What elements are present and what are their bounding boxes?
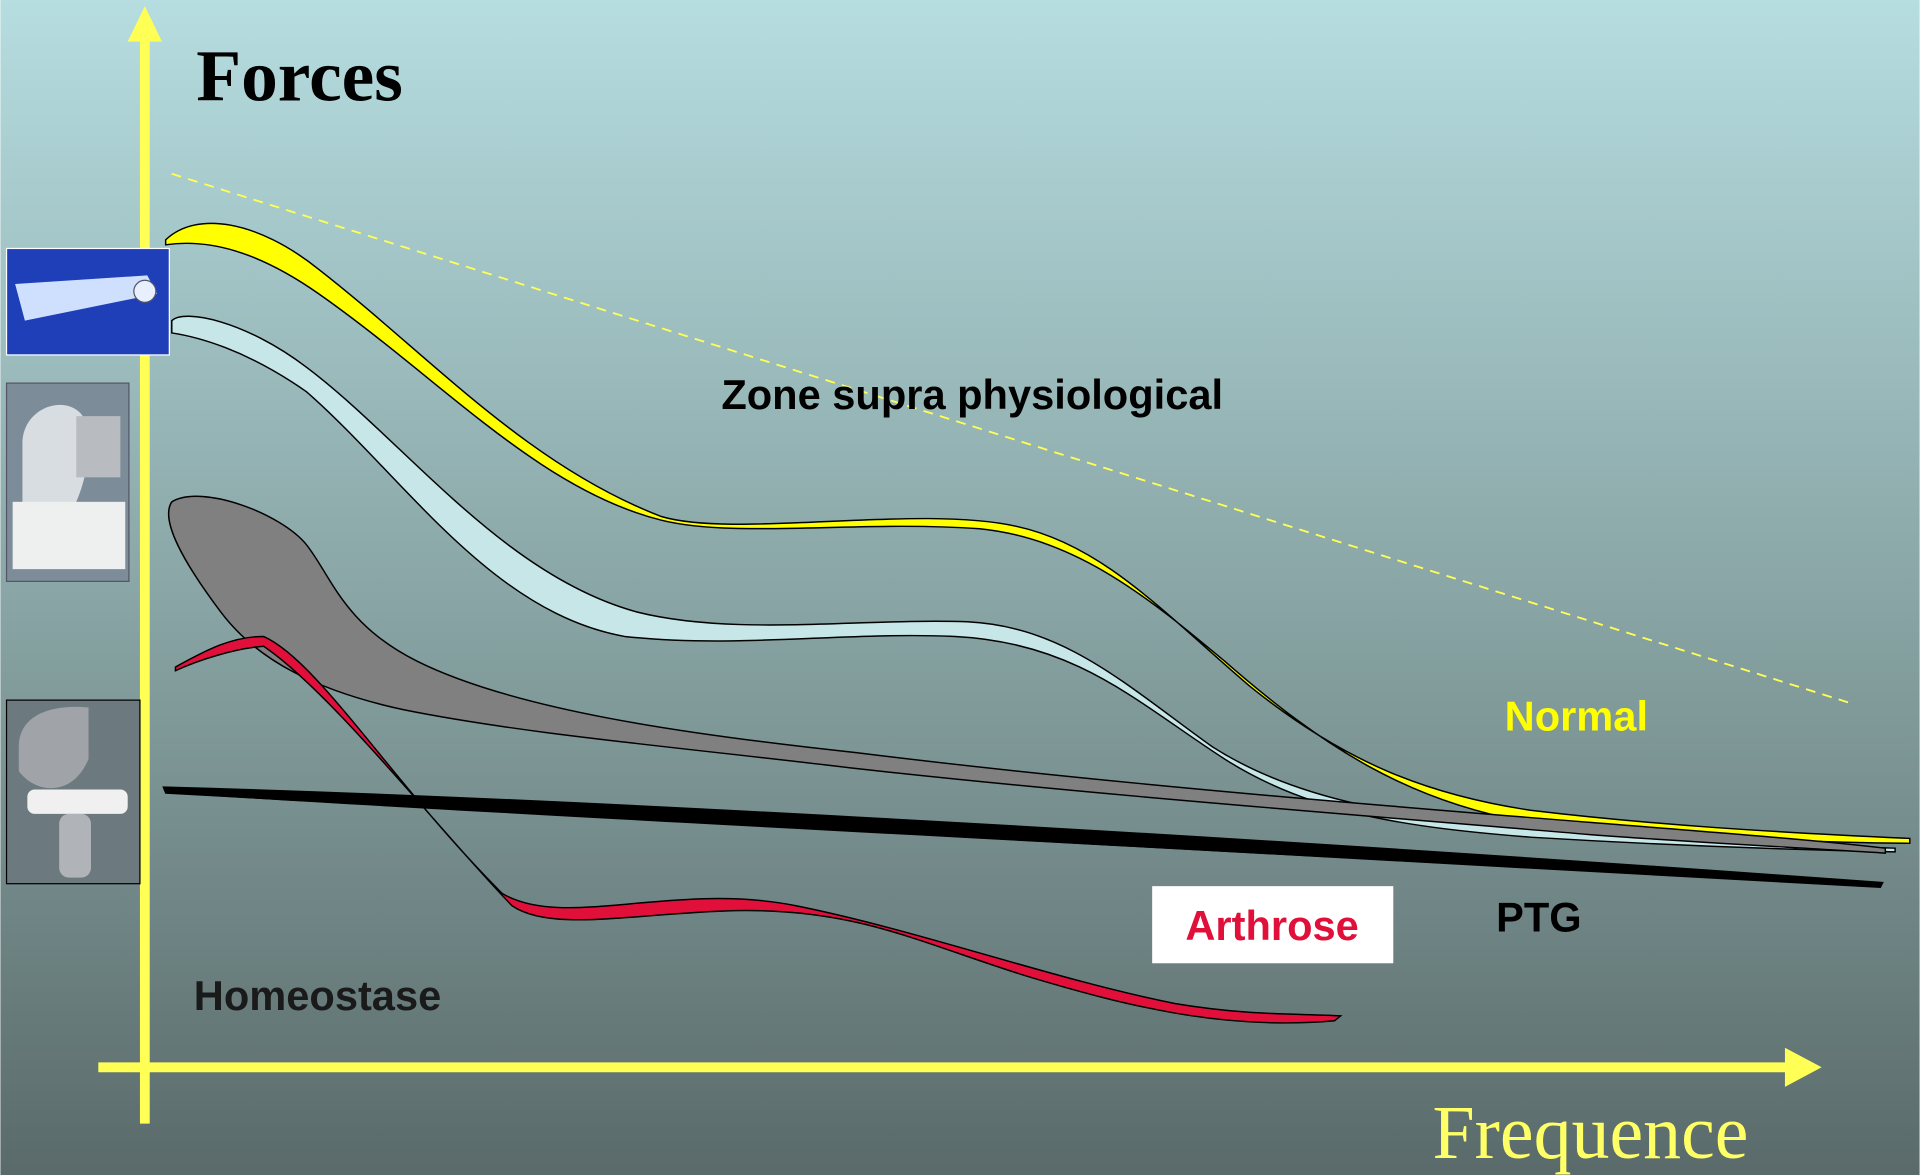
normal-label: Normal [1505,693,1648,740]
page: Forces Frequence Zone supra physiologica… [0,0,1920,1175]
title: Forces [196,35,403,116]
homeostase-label: Homeostase [194,972,441,1019]
arthrose-label: Arthrose [1185,902,1358,949]
ptg-label: PTG [1496,893,1582,940]
zone-label: Zone supra physiological [721,371,1223,418]
diagram: Forces Frequence Zone supra physiologica… [0,0,1920,1175]
axis-label: Frequence [1432,1091,1748,1175]
